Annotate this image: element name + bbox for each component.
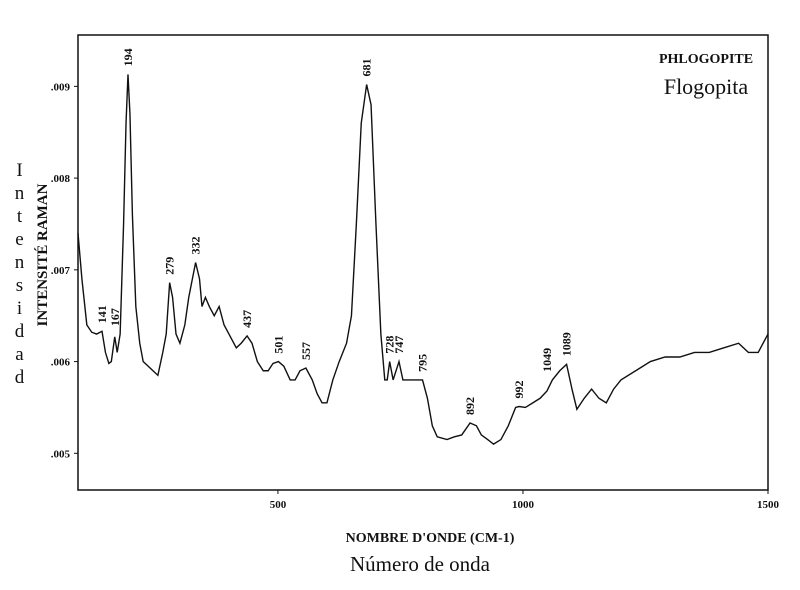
peak-label: 141 xyxy=(95,305,109,323)
y-tick-label: .009 xyxy=(51,81,71,93)
chart-title: PHLOGOPITE xyxy=(659,52,753,67)
peak-label: 501 xyxy=(271,336,285,354)
peak-label: 992 xyxy=(512,381,526,399)
peak-label: 1089 xyxy=(560,332,574,356)
peak-label: 795 xyxy=(416,354,430,372)
y-axis-label-2: Intensidad xyxy=(9,160,30,390)
plot-frame xyxy=(77,34,769,491)
peak-label: 747 xyxy=(392,336,406,354)
y-tick-label: .008 xyxy=(51,173,71,185)
peak-label: 332 xyxy=(189,237,203,255)
peak-label: 437 xyxy=(240,310,254,328)
peak-label: 892 xyxy=(463,397,477,415)
y-tick-label: .006 xyxy=(51,357,71,369)
x-tick-label: 1500 xyxy=(757,499,780,511)
spectrum-line xyxy=(77,74,769,445)
x-axis-label: NOMBRE D'ONDE (CM-1) xyxy=(346,531,515,546)
y-tick-label: .005 xyxy=(51,448,71,460)
peak-label: 279 xyxy=(163,257,177,275)
chart-subtitle: Flogopita xyxy=(664,74,749,99)
peak-label: 194 xyxy=(121,48,135,66)
peak-label: 728 xyxy=(383,336,397,354)
peak-label: 557 xyxy=(299,342,313,360)
peak-label: 681 xyxy=(360,59,374,77)
x-axis-label-2: Número de onda xyxy=(350,552,491,576)
peak-label: 167 xyxy=(108,308,122,326)
y-axis-label: INTENSITÉ RAMAN xyxy=(34,183,51,326)
x-tick-label: 500 xyxy=(270,499,287,511)
peak-label: 1049 xyxy=(540,348,554,372)
y-tick-label: .007 xyxy=(51,265,71,277)
x-tick-label: 1000 xyxy=(512,499,535,511)
